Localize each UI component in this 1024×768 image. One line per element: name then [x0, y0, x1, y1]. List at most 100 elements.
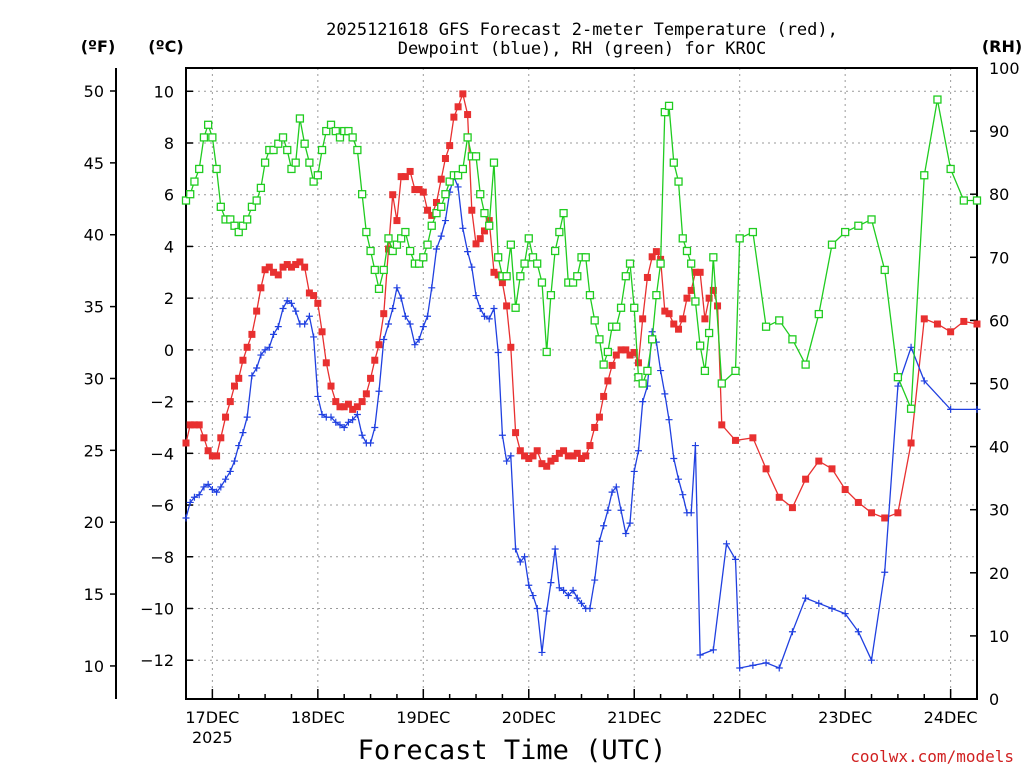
fahrenheit-tick-label: 45 — [84, 154, 104, 173]
data-point — [512, 429, 520, 437]
data-point — [204, 480, 212, 488]
data-point — [507, 343, 515, 351]
data-point — [687, 259, 696, 268]
data-point — [507, 452, 515, 460]
data-point — [533, 259, 542, 268]
data-point — [310, 292, 318, 300]
data-point — [353, 411, 361, 419]
celsius-tick-label: 4 — [164, 237, 174, 256]
data-point — [723, 540, 731, 548]
data-point — [675, 325, 683, 333]
data-point — [511, 303, 520, 312]
data-point — [648, 253, 656, 261]
data-point — [344, 418, 352, 426]
data-point — [802, 475, 810, 483]
data-point — [664, 101, 674, 111]
data-point — [600, 522, 608, 530]
data-point — [428, 284, 436, 292]
data-point — [880, 265, 889, 275]
data-point — [586, 442, 594, 450]
data-point — [182, 514, 190, 522]
data-point — [841, 227, 850, 237]
data-point — [265, 263, 273, 271]
data-point — [480, 312, 488, 320]
data-point — [222, 413, 230, 421]
data-point — [591, 423, 599, 431]
data-point — [344, 126, 353, 136]
fahrenheit-tick-label: 20 — [84, 513, 104, 532]
data-point — [208, 133, 217, 142]
data-point — [661, 390, 669, 398]
data-point — [296, 258, 304, 266]
data-point — [212, 164, 221, 174]
data-point — [564, 452, 572, 460]
data-point — [370, 265, 379, 275]
data-point — [494, 271, 502, 279]
data-point — [529, 452, 537, 460]
data-point — [867, 215, 876, 224]
data-point — [389, 191, 397, 199]
data-point — [696, 268, 704, 276]
data-point — [591, 576, 599, 584]
data-point — [972, 196, 982, 205]
data-point — [441, 155, 449, 163]
data-point — [907, 343, 915, 351]
data-point — [718, 421, 726, 429]
data-point — [415, 336, 423, 344]
data-point — [301, 320, 309, 328]
data-point — [731, 555, 739, 563]
data-point — [608, 361, 616, 369]
data-point — [814, 309, 823, 319]
data-point — [652, 291, 661, 300]
data-point — [525, 581, 533, 589]
data-series — [181, 90, 982, 672]
data-point — [669, 158, 678, 167]
fahrenheit-tick-label: 40 — [84, 226, 104, 245]
data-point — [516, 447, 524, 455]
data-point — [717, 379, 726, 388]
data-point — [464, 248, 472, 256]
data-point — [419, 323, 427, 331]
data-point — [709, 286, 717, 294]
data-point — [547, 457, 555, 465]
data-point — [893, 373, 903, 382]
data-point — [468, 263, 476, 271]
axes: 1086420−2−4−6−8−10−125045403530252015101… — [84, 59, 1020, 747]
data-point — [326, 120, 336, 129]
data-point — [453, 171, 463, 180]
data-point — [437, 232, 445, 240]
data-point — [234, 227, 243, 237]
data-point — [389, 305, 397, 313]
data-point — [679, 315, 687, 323]
data-point — [648, 335, 657, 344]
data-point — [397, 294, 405, 302]
data-point — [537, 278, 547, 287]
data-point — [367, 374, 375, 382]
data-point — [775, 664, 783, 672]
data-point — [371, 423, 379, 431]
celsius-tick-label: 10 — [154, 82, 174, 101]
rh-tick-label: 0 — [989, 690, 999, 709]
data-point — [762, 465, 770, 473]
data-point — [485, 315, 493, 323]
data-point — [292, 261, 300, 269]
series-line — [185, 99, 977, 409]
data-point — [634, 373, 643, 382]
data-point — [322, 359, 330, 367]
data-point — [397, 234, 406, 243]
data-point — [472, 240, 480, 248]
data-point — [670, 454, 678, 462]
data-point — [634, 447, 642, 455]
data-point — [638, 379, 647, 388]
data-point — [226, 467, 234, 475]
data-point — [626, 351, 634, 359]
data-point — [313, 171, 322, 180]
data-point — [314, 392, 322, 400]
data-point — [336, 403, 344, 411]
data-point — [749, 661, 757, 669]
data-point — [503, 302, 511, 310]
data-point — [480, 208, 489, 218]
data-point — [696, 651, 704, 659]
data-point — [384, 245, 392, 253]
data-point — [551, 454, 559, 462]
